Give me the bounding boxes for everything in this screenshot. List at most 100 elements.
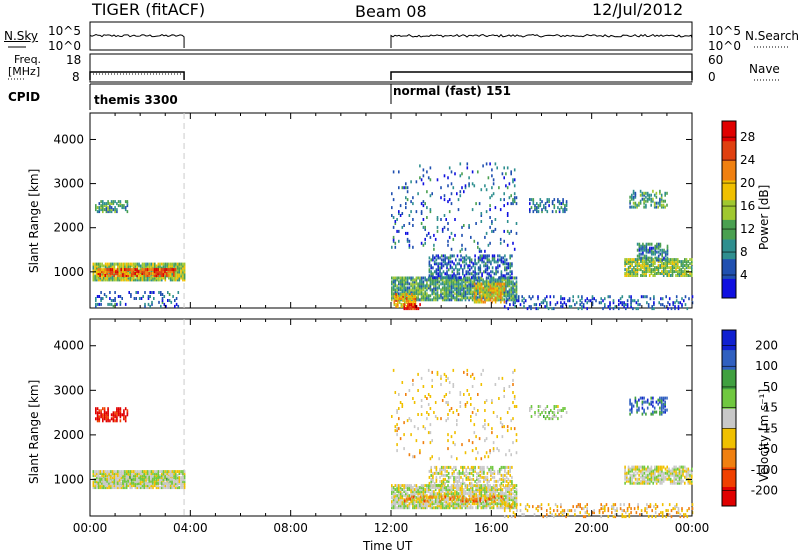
data-cell bbox=[110, 484, 112, 488]
data-cell bbox=[124, 200, 127, 204]
data-cell bbox=[433, 506, 435, 510]
data-cell bbox=[454, 284, 456, 288]
data-cell bbox=[447, 276, 450, 280]
data-cell bbox=[164, 470, 167, 474]
data-cell bbox=[471, 488, 474, 492]
data-cell bbox=[494, 498, 497, 502]
data-cell bbox=[506, 490, 509, 494]
data-cell bbox=[475, 300, 478, 304]
data-cell bbox=[484, 477, 487, 481]
data-cell bbox=[406, 419, 409, 423]
data-cell bbox=[424, 284, 426, 288]
data-cell bbox=[468, 292, 470, 296]
data-cell bbox=[470, 497, 473, 501]
data-cell bbox=[110, 276, 112, 280]
data-cell bbox=[419, 488, 421, 492]
data-cell bbox=[687, 264, 690, 268]
data-cell bbox=[117, 486, 119, 490]
data-cell bbox=[117, 478, 119, 482]
data-cell bbox=[98, 419, 101, 423]
data-cell bbox=[499, 237, 502, 241]
data-cell bbox=[405, 499, 408, 503]
data-cell bbox=[655, 266, 658, 270]
data-cell bbox=[138, 297, 141, 300]
data-cell bbox=[114, 200, 116, 204]
data-cell bbox=[157, 472, 160, 476]
data-cell bbox=[109, 419, 111, 423]
data-cell bbox=[119, 413, 122, 417]
data-cell bbox=[141, 274, 144, 278]
data-cell bbox=[401, 381, 404, 384]
data-cell bbox=[484, 184, 486, 188]
data-cell bbox=[120, 270, 122, 274]
data-cell bbox=[609, 303, 611, 307]
data-cell bbox=[645, 254, 648, 258]
data-cell bbox=[639, 199, 642, 203]
data-cell bbox=[557, 200, 559, 204]
data-cell bbox=[401, 494, 404, 498]
data-cell bbox=[686, 307, 689, 311]
data-cell bbox=[118, 476, 121, 480]
data-cell bbox=[508, 490, 511, 494]
data-cell bbox=[441, 278, 444, 282]
data-cell bbox=[162, 475, 165, 479]
data-cell bbox=[139, 477, 142, 481]
data-cell bbox=[510, 419, 512, 423]
data-cell bbox=[459, 292, 462, 296]
data-cell bbox=[436, 276, 439, 280]
data-cell bbox=[439, 262, 441, 266]
data-cell bbox=[391, 290, 393, 294]
data-cell bbox=[132, 278, 135, 282]
data-cell bbox=[456, 282, 458, 286]
data-cell bbox=[463, 502, 465, 506]
data-cell bbox=[447, 500, 449, 504]
data-cell bbox=[417, 288, 419, 292]
data-cell bbox=[183, 472, 186, 476]
data-cell bbox=[648, 197, 651, 201]
data-cell bbox=[456, 498, 458, 502]
data-cell bbox=[638, 256, 641, 260]
data-cell bbox=[484, 495, 487, 499]
data-cell bbox=[394, 241, 397, 245]
data-cell bbox=[489, 504, 491, 508]
data-cell bbox=[104, 484, 107, 488]
data-cell bbox=[470, 266, 473, 270]
data-cell bbox=[124, 484, 126, 488]
data-cell bbox=[395, 302, 397, 306]
data-cell bbox=[662, 274, 665, 277]
data-cell bbox=[155, 478, 158, 482]
data-cell bbox=[489, 196, 491, 200]
data-cell bbox=[125, 476, 128, 480]
data-cell bbox=[495, 270, 497, 274]
data-cell bbox=[170, 300, 173, 304]
data-cell bbox=[103, 411, 106, 415]
data-cell bbox=[426, 504, 428, 508]
data-cell bbox=[426, 292, 428, 296]
data-cell bbox=[650, 250, 653, 254]
data-cell bbox=[496, 298, 499, 302]
data-cell bbox=[650, 258, 653, 262]
data-cell bbox=[480, 496, 483, 500]
data-cell bbox=[510, 453, 512, 457]
data-cell bbox=[147, 297, 150, 300]
cpid-label: CPID bbox=[8, 90, 41, 104]
data-cell bbox=[397, 299, 399, 302]
data-cell bbox=[474, 266, 476, 270]
data-cell bbox=[150, 264, 153, 268]
data-cell bbox=[478, 488, 481, 492]
data-cell bbox=[392, 500, 395, 504]
data-cell bbox=[100, 411, 102, 415]
data-cell bbox=[157, 266, 160, 270]
data-cell bbox=[465, 270, 468, 274]
data-cell bbox=[489, 296, 491, 300]
data-cell bbox=[144, 475, 147, 479]
data-cell bbox=[180, 476, 182, 480]
data-cell bbox=[436, 492, 439, 496]
data-cell bbox=[106, 278, 109, 282]
data-cell bbox=[641, 191, 644, 195]
data-cell bbox=[470, 477, 473, 481]
data-cell bbox=[437, 268, 439, 272]
data-cell bbox=[505, 494, 507, 498]
data-cell bbox=[492, 488, 495, 492]
data-cell bbox=[392, 170, 395, 174]
